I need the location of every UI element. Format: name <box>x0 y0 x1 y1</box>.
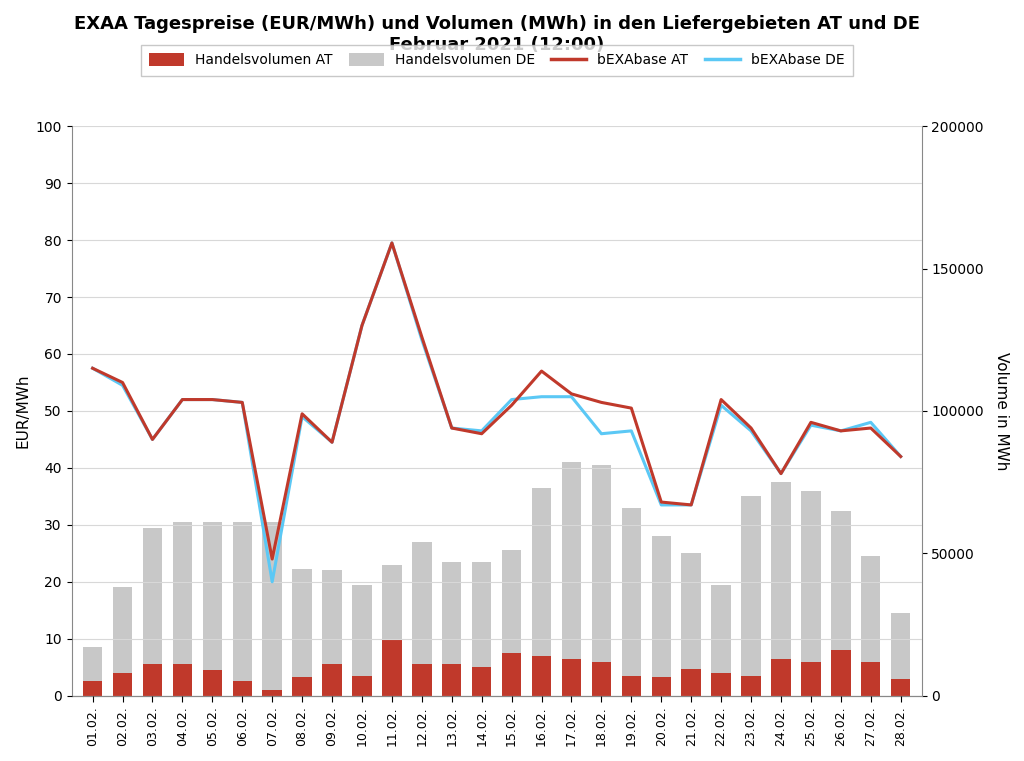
Bar <box>592 661 611 696</box>
Bar <box>203 522 222 696</box>
Bar <box>203 670 222 696</box>
Bar <box>651 537 671 696</box>
Bar <box>741 676 761 696</box>
Bar <box>592 465 611 696</box>
Bar <box>831 650 851 696</box>
Bar <box>741 496 761 696</box>
Y-axis label: Volume in MWh: Volume in MWh <box>994 352 1009 470</box>
Title: EXAA Tagespreise (EUR/MWh) und Volumen (MWh) in den Liefergebieten AT und DE
Feb: EXAA Tagespreise (EUR/MWh) und Volumen (… <box>74 15 920 54</box>
Bar <box>861 556 881 696</box>
Bar <box>712 673 731 696</box>
Bar <box>562 659 582 696</box>
Bar <box>323 664 342 696</box>
Bar <box>412 542 431 696</box>
Bar <box>262 690 282 696</box>
Bar <box>83 681 102 696</box>
Bar <box>472 562 492 696</box>
Bar <box>232 681 252 696</box>
Bar <box>622 508 641 696</box>
Bar <box>412 664 431 696</box>
Bar <box>562 462 582 696</box>
Bar <box>531 488 551 696</box>
Bar <box>382 638 401 696</box>
Bar <box>472 667 492 696</box>
Bar <box>831 511 851 696</box>
Bar <box>142 664 162 696</box>
Bar <box>382 565 401 696</box>
Bar <box>323 571 342 696</box>
Bar <box>712 584 731 696</box>
Bar <box>651 677 671 696</box>
Bar <box>232 522 252 696</box>
Bar <box>502 550 521 696</box>
Bar <box>442 562 462 696</box>
Bar <box>293 569 312 696</box>
Bar <box>142 527 162 696</box>
Bar <box>771 482 791 696</box>
Legend: Handelsvolumen AT, Handelsvolumen DE, bEXAbase AT, bEXAbase DE: Handelsvolumen AT, Handelsvolumen DE, bE… <box>140 45 853 75</box>
Bar <box>801 491 820 696</box>
Bar <box>352 676 372 696</box>
Bar <box>891 679 910 696</box>
Bar <box>113 587 132 696</box>
Bar <box>891 613 910 696</box>
Bar <box>681 669 700 696</box>
Bar <box>173 664 193 696</box>
Bar <box>622 676 641 696</box>
Bar <box>801 661 820 696</box>
Y-axis label: EUR/MWh: EUR/MWh <box>15 374 30 448</box>
Bar <box>293 677 312 696</box>
Bar <box>861 661 881 696</box>
Bar <box>262 522 282 696</box>
Bar <box>173 522 193 696</box>
Bar <box>531 656 551 696</box>
Bar <box>442 664 462 696</box>
Bar <box>113 673 132 696</box>
Bar <box>502 653 521 696</box>
Bar <box>681 553 700 696</box>
Bar <box>83 648 102 696</box>
Bar <box>771 659 791 696</box>
Bar <box>352 584 372 696</box>
